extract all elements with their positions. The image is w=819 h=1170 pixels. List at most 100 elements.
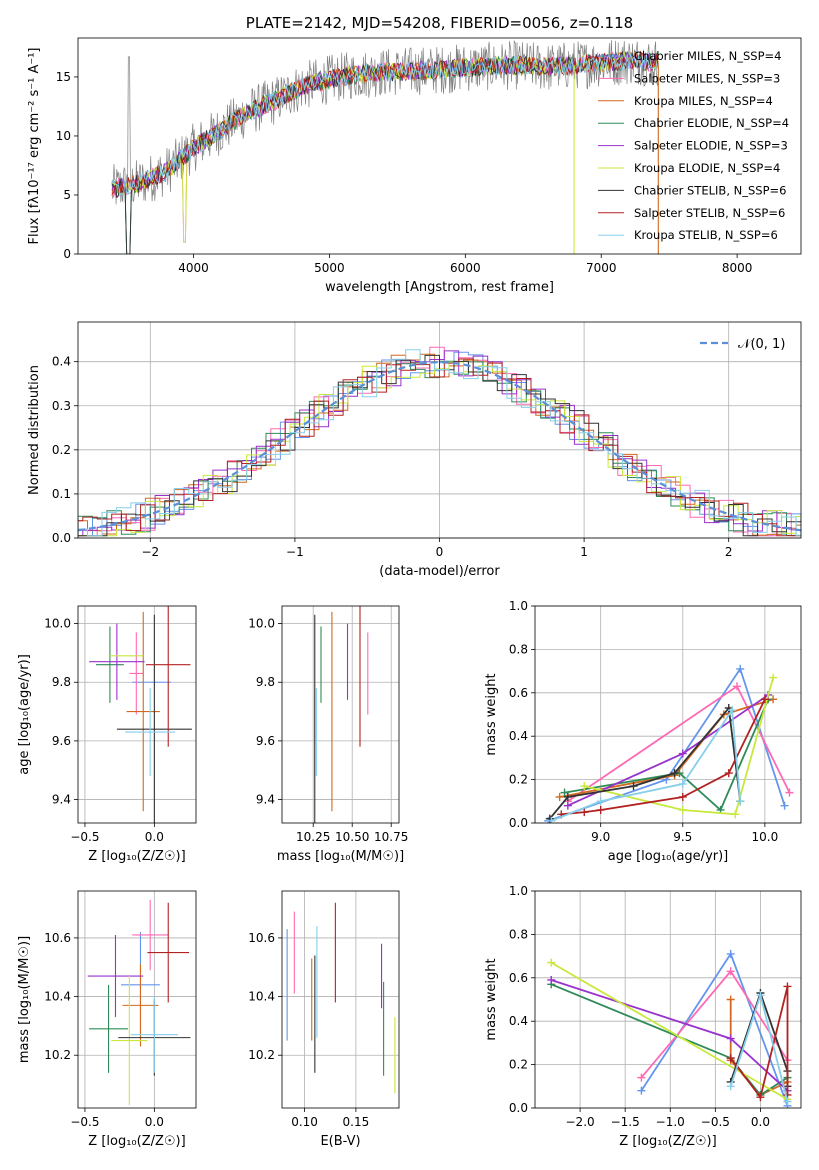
x-axis-label: E(B-V): [320, 1134, 360, 1149]
mass-weight-line: [550, 961, 788, 1101]
axes-frame: [281, 605, 400, 824]
normal-curve-line: [78, 360, 801, 532]
x-tick-label: −1.0: [656, 1115, 685, 1129]
mass-weight-line: [564, 698, 770, 812]
y-tick-label: 10.4: [248, 990, 275, 1004]
y-tick-label: 10.2: [44, 1048, 71, 1062]
mass-weight-marker: [780, 801, 789, 810]
axes-frame: [534, 890, 802, 1109]
axes-frame: [77, 605, 197, 824]
x-tick-label: 10.0: [752, 830, 779, 844]
legend-entry: Chabrier STELIB, N_SSP=6: [634, 183, 786, 197]
y-tick-label: 10.6: [44, 931, 71, 945]
mass-weight-marker: [563, 792, 572, 801]
residual-histogram: [78, 349, 801, 537]
chart-residuals: −2 −1 0 1 2 0.0 0.1 0.2 0.3 0.4 (data-model)/error…: [27, 321, 802, 579]
mass-weight-marker: [596, 797, 605, 806]
x-tick-label: 5000: [314, 261, 345, 275]
mass-weight-marker: [637, 1073, 646, 1082]
x-tick-label: 7000: [586, 261, 617, 275]
y-axis-label: mass weight: [484, 958, 499, 1040]
y-tick-label: 9.4: [52, 793, 71, 807]
x-tick-label: 9.0: [591, 830, 610, 844]
y-tick-label: 0.4: [509, 1014, 528, 1028]
y-tick-label: 10: [56, 129, 71, 143]
x-tick-label: 1: [580, 545, 588, 559]
x-tick-label: 9.5: [673, 830, 692, 844]
chart-age_vs_mass: 10.25 10.50 10.75 9.4 9.6 9.8 10.0 mass [log₁₀(…: [248, 605, 408, 864]
x-axis-label: wavelength [Angstrom, rest frame]: [325, 280, 554, 295]
mass-weight-marker: [637, 1086, 646, 1095]
chart-mass_weight_vs_Z: −2.0 −1.5 −1.0 −0.5 0.0 0.0 0.2 0.4 0.6 0.8 1.0 Z […: [484, 884, 802, 1149]
x-tick-label: −1: [286, 545, 304, 559]
axes-frame: [281, 890, 400, 1109]
y-tick-label: 10.0: [44, 617, 71, 631]
legend: 𝒩(0, 1): [700, 337, 785, 352]
x-tick-label: 6000: [450, 261, 481, 275]
y-tick-label: 9.8: [256, 675, 275, 689]
plot-area: [78, 346, 801, 537]
x-tick-label: −0.5: [70, 1115, 99, 1129]
chart-title: PLATE=2142, MJD=54208, FIBERID=0056, z=0…: [246, 14, 633, 32]
y-tick-label: 0.4: [52, 355, 71, 369]
mass-weight-marker: [726, 967, 735, 976]
mass-weight-marker: [547, 816, 556, 823]
y-tick-label: 0.1: [52, 487, 71, 501]
x-tick-label: 10.75: [374, 830, 408, 844]
y-tick-label: 10.6: [248, 931, 275, 945]
plot-area: [111, 39, 659, 254]
legend-entry: Kroupa STELIB, N_SSP=6: [634, 228, 778, 242]
x-tick-label: 10.50: [335, 830, 369, 844]
plot-area: [544, 664, 794, 823]
chart-spectrum: 4000 5000 6000 7000 8000 0 5 10 15 PLATE=2142, MJ…: [27, 14, 802, 295]
y-axis-label: Flux [fλ10⁻¹⁷ erg cm⁻² s⁻¹ A⁻¹]: [27, 48, 42, 245]
mass-weight-line: [551, 707, 742, 822]
x-axis-label: (data-model)/error: [379, 564, 500, 579]
mass-weight-marker: [678, 805, 687, 814]
y-tick-label: 9.6: [256, 734, 275, 748]
model-spectrum-line: [111, 51, 659, 199]
x-axis-label: Z [log₁₀(Z/Z☉)]: [88, 849, 185, 864]
legend-entry: Chabrier ELODIE, N_SSP=4: [634, 116, 789, 130]
legend-entry: 𝒩(0, 1): [738, 337, 785, 352]
x-tick-label: 2: [725, 545, 733, 559]
y-tick-label: 0.2: [52, 443, 71, 457]
model-spectrum-line: [111, 50, 659, 195]
legend-entry: Salpeter ELODIE, N_SSP=3: [634, 139, 788, 153]
mass-weight-line: [550, 979, 789, 1092]
chart-age_vs_Z: −0.5 0.0 9.4 9.6 9.8 10.0 Z [log₁₀(Z/Z☉)] age […: [17, 605, 197, 864]
x-tick-label: 0.10: [291, 1115, 318, 1129]
y-tick-label: 0.4: [509, 729, 528, 743]
x-tick-label: 0.0: [751, 1115, 770, 1129]
y-tick-label: 5: [63, 188, 71, 202]
mass-weight-marker: [732, 682, 741, 691]
mass-weight-marker: [678, 792, 687, 801]
y-tick-label: 10.0: [248, 617, 275, 631]
y-tick-label: 9.6: [52, 734, 71, 748]
y-axis-label: mass weight: [484, 673, 499, 755]
residual-histogram: [78, 350, 801, 537]
mass-weight-marker: [678, 749, 687, 758]
mass-weight-marker: [756, 991, 765, 1000]
plot-area: [547, 949, 792, 1108]
mass-weight-marker: [580, 782, 589, 791]
y-tick-label: 1.0: [509, 884, 528, 898]
mass-weight-marker: [629, 782, 638, 791]
mass-weight-marker: [726, 949, 735, 958]
residual-histogram: [78, 361, 801, 537]
x-tick-label: 8000: [722, 261, 753, 275]
mass-weight-marker: [783, 982, 792, 991]
mass-weight-marker: [678, 779, 687, 788]
plot-area: [87, 899, 191, 1106]
mass-weight-marker: [728, 706, 737, 715]
x-tick-label: 0: [436, 545, 444, 559]
x-tick-label: 10.25: [296, 830, 330, 844]
residual-histogram: [78, 353, 801, 536]
x-axis-label: age [log₁₀(age/yr)]: [608, 849, 729, 864]
y-axis-label: mass [log₁₀(M/M☉)]: [17, 936, 32, 1063]
x-axis-label: mass [log₁₀(M/M☉)]: [277, 849, 404, 864]
mass-weight-line: [640, 969, 789, 1079]
mass-weight-marker: [726, 1034, 735, 1043]
axes-frame: [534, 605, 802, 824]
